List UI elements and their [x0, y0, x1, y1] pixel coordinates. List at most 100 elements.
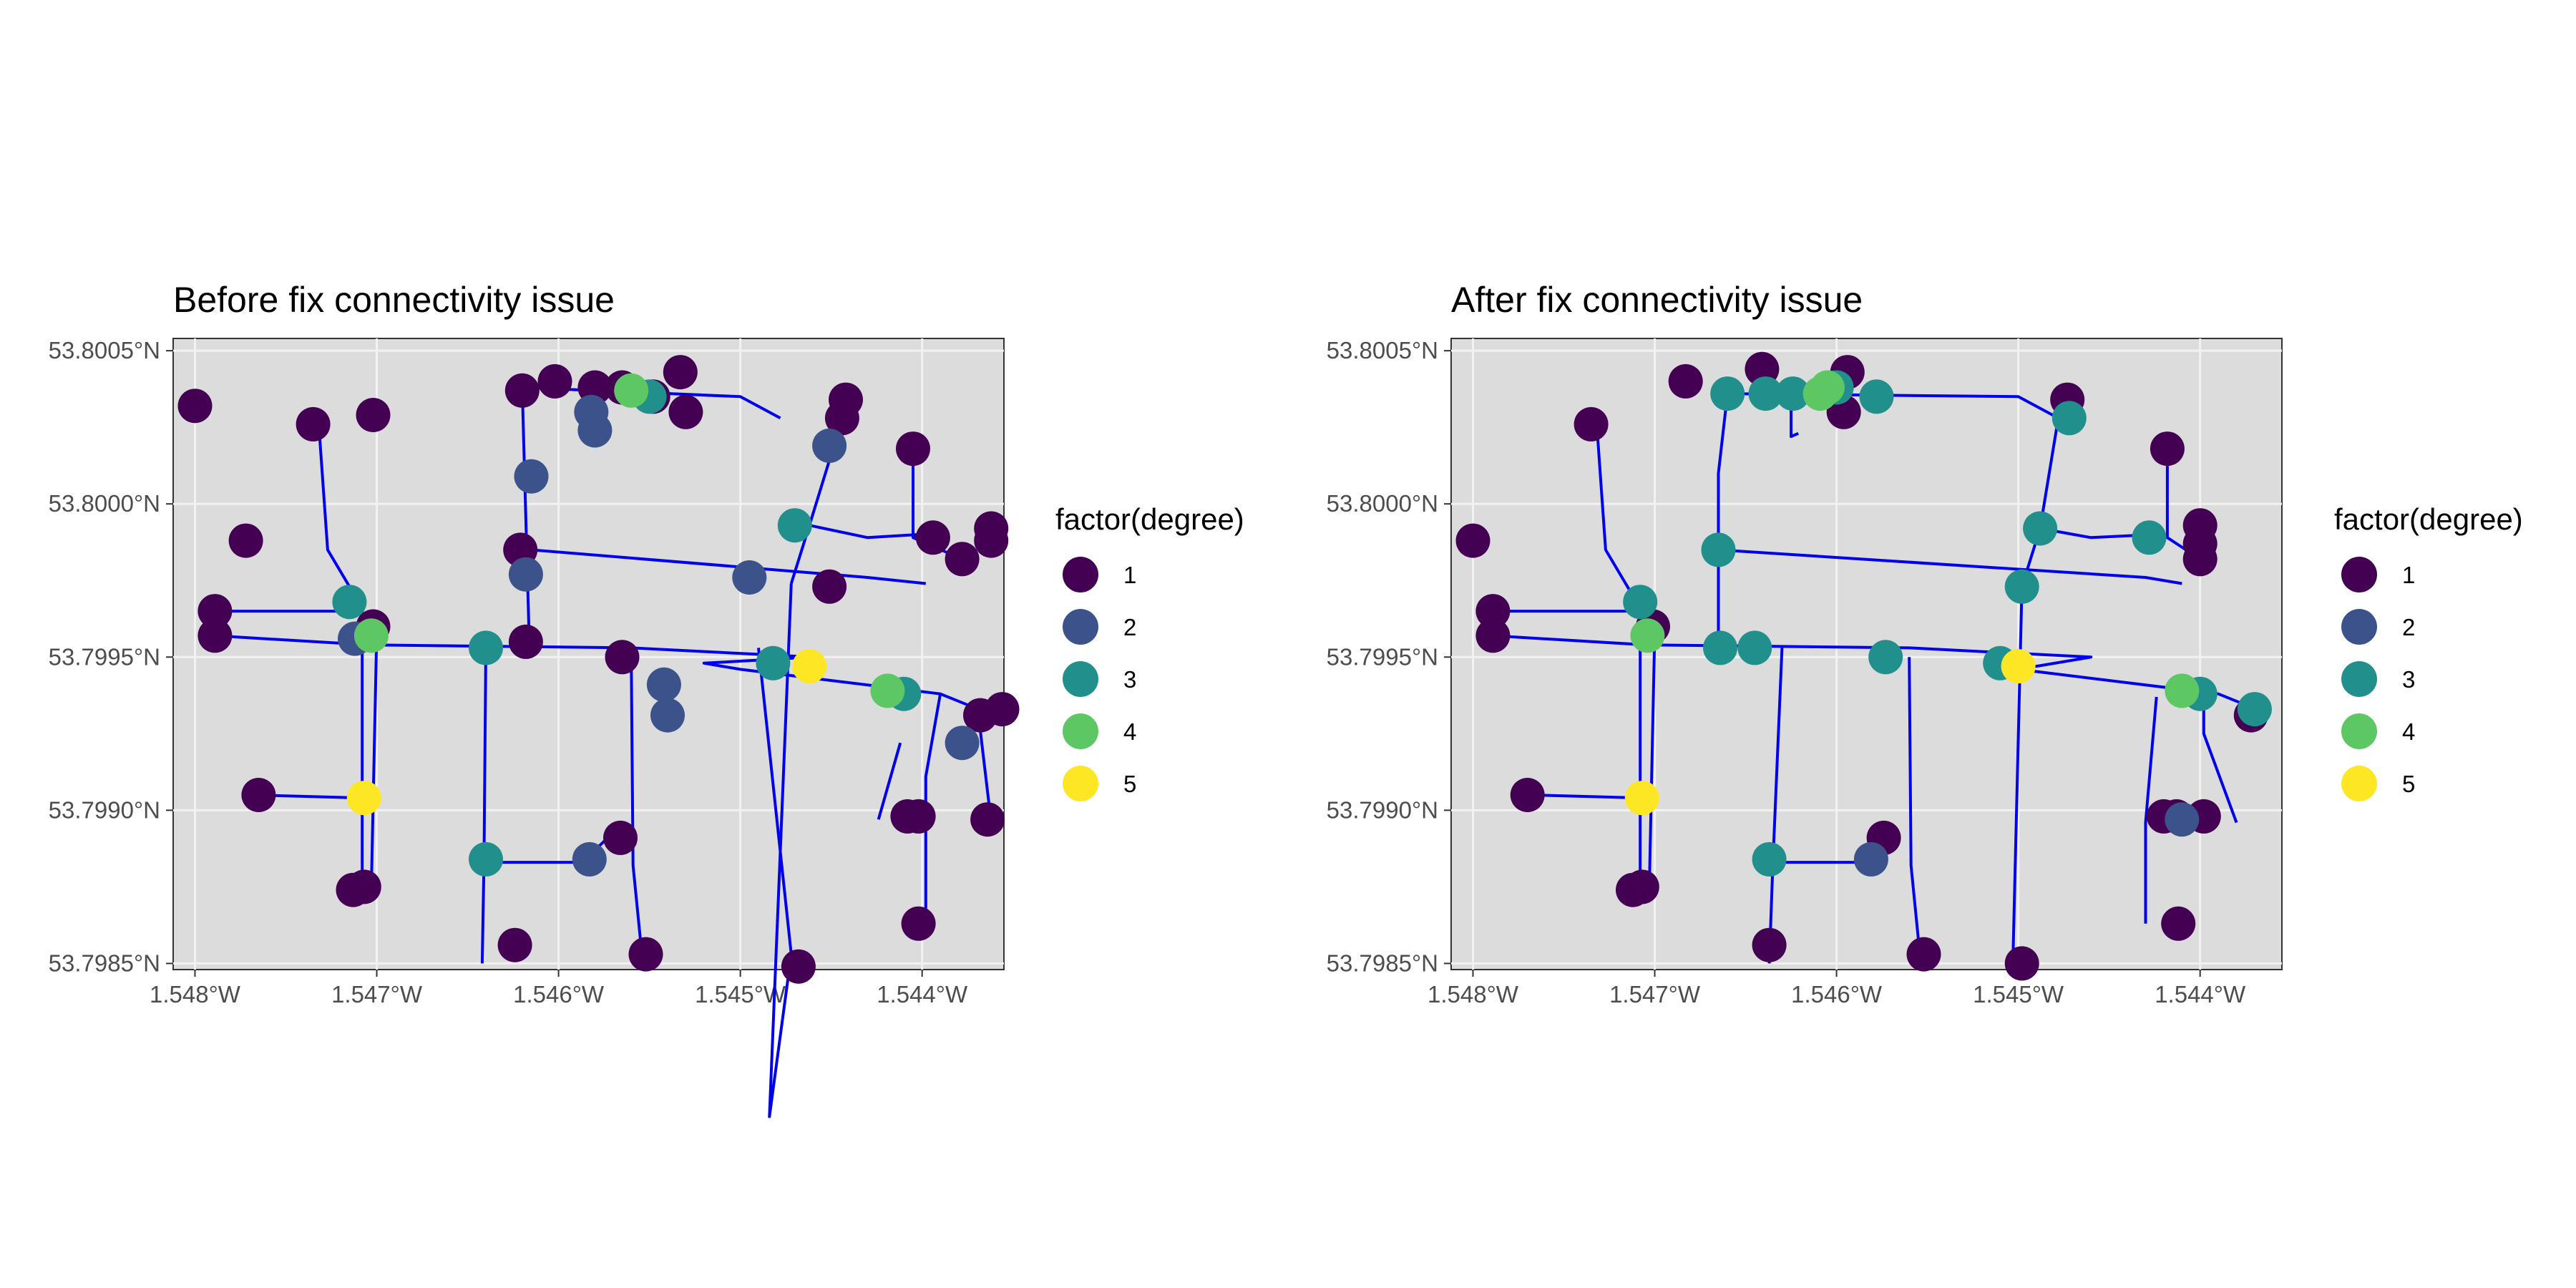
node-degree-4 [1630, 618, 1665, 653]
legend-key-2 [1063, 609, 1098, 645]
node-degree-1 [296, 406, 331, 441]
node-degree-3 [777, 508, 812, 543]
node-degree-3 [1748, 376, 1783, 411]
panel-title-after: After fix connectivity issue [1451, 280, 1863, 320]
legend-after: factor(degree) 1 2 3 4 5 [2334, 502, 2523, 801]
node-degree-1 [497, 927, 532, 962]
node-degree-1 [1475, 594, 1511, 629]
node-degree-5 [346, 781, 381, 816]
node-degree-1 [901, 906, 936, 941]
node-degree-3 [2023, 511, 2058, 546]
legend-label-2: 2 [2402, 614, 2415, 640]
node-degree-5 [792, 649, 827, 684]
legend-label-2: 2 [1123, 614, 1136, 640]
x-tick-label: 1.548°W [1428, 981, 1519, 1008]
node-degree-2 [812, 428, 847, 463]
node-degree-3 [1859, 379, 1894, 414]
node-degree-3 [2004, 569, 2039, 604]
network-edge [2202, 709, 2238, 824]
network-edge [1647, 632, 1657, 890]
x-tick-label: 1.545°W [695, 981, 786, 1008]
node-degree-4 [870, 673, 905, 708]
node-degree-3 [1701, 532, 1736, 567]
node-degree-5 [2001, 649, 2036, 684]
node-degree-4 [353, 618, 389, 653]
legend-title: factor(degree) [2334, 502, 2523, 536]
network-edge [1718, 548, 2182, 585]
x-tick-label: 1.544°W [877, 981, 968, 1008]
network-edge [757, 583, 793, 1118]
network-edge [877, 742, 902, 820]
node-degree-3 [1752, 841, 1787, 877]
node-degree-1 [970, 802, 1005, 837]
node-degree-4 [2165, 673, 2200, 708]
legend-key-1 [1063, 557, 1098, 592]
node-degree-1 [603, 820, 638, 855]
network-edge [1595, 421, 1638, 603]
panel-before: Before fix connectivity issue 1.548°W 1.5… [49, 280, 1020, 1118]
node-degree-2 [508, 557, 543, 592]
node-degree-1 [356, 398, 391, 432]
legend-label-1: 1 [1123, 562, 1136, 588]
legend-before: factor(degree) 1 2 3 4 5 [1055, 502, 1244, 801]
legend-key-1 [2341, 557, 2377, 592]
x-tick-label: 1.546°W [1791, 981, 1883, 1008]
node-degree-3 [332, 585, 367, 620]
node-degree-1 [1668, 364, 1703, 399]
y-tick-label: 53.7995°N [49, 643, 160, 670]
network-edge [1717, 393, 1729, 642]
node-degree-1 [963, 698, 997, 733]
y-tick-label: 53.7985°N [49, 950, 160, 976]
node-degree-3 [1775, 376, 1810, 411]
legend-label-3: 3 [1123, 666, 1136, 693]
node-degree-3 [1737, 630, 1772, 665]
plot-area-before: 1.548°W 1.547°W 1.546°W 1.545°W 1.544°W 53.79… [49, 337, 1020, 1118]
y-tick-label: 53.8005°N [1327, 337, 1438, 364]
node-degree-1 [974, 523, 1009, 558]
legend-label-1: 1 [2402, 562, 2415, 588]
node-degree-3 [1868, 640, 1903, 675]
node-degree-3 [1710, 376, 1745, 411]
node-degree-1 [177, 389, 213, 424]
network-edge [531, 548, 927, 585]
node-degree-1 [628, 937, 663, 972]
node-degree-1 [241, 778, 276, 812]
node-degree-1 [1906, 937, 1941, 972]
y-tick-label: 53.7985°N [1327, 950, 1438, 976]
network-edge [480, 862, 486, 964]
node-degree-1 [2182, 526, 2218, 561]
legend-label-4: 4 [2402, 718, 2415, 745]
x-tick-label: 1.545°W [1973, 981, 2064, 1008]
network-edge [317, 421, 360, 603]
x-tick-label: 1.548°W [150, 981, 241, 1008]
node-degree-4 [1802, 376, 1838, 411]
node-degree-2 [2165, 802, 2200, 837]
legend-title: factor(degree) [1055, 502, 1244, 536]
node-degree-1 [781, 949, 816, 984]
node-degree-1 [2150, 431, 2185, 467]
node-degree-3 [469, 630, 503, 665]
legend-label-5: 5 [2402, 771, 2415, 797]
node-degree-5 [1624, 781, 1659, 816]
y-tick-label: 53.8000°N [1327, 490, 1438, 517]
network-edge [2144, 696, 2158, 924]
node-degree-3 [2237, 692, 2272, 727]
x-tick-label: 1.547°W [331, 981, 423, 1008]
node-degree-1 [901, 799, 936, 834]
node-degree-2 [650, 698, 685, 733]
node-degree-1 [1455, 523, 1491, 558]
node-degree-1 [228, 523, 263, 558]
node-degree-2 [514, 459, 549, 494]
node-degree-4 [614, 373, 649, 408]
node-degree-1 [1574, 406, 1609, 441]
network-edge [630, 657, 642, 940]
node-degree-1 [663, 355, 698, 390]
node-degree-1 [1616, 872, 1650, 907]
node-degree-3 [469, 841, 503, 877]
node-degree-1 [668, 394, 703, 429]
network-edge [1908, 657, 1920, 940]
network-edge [1531, 794, 1642, 800]
node-degree-1 [945, 542, 980, 577]
node-degree-1 [336, 872, 371, 907]
